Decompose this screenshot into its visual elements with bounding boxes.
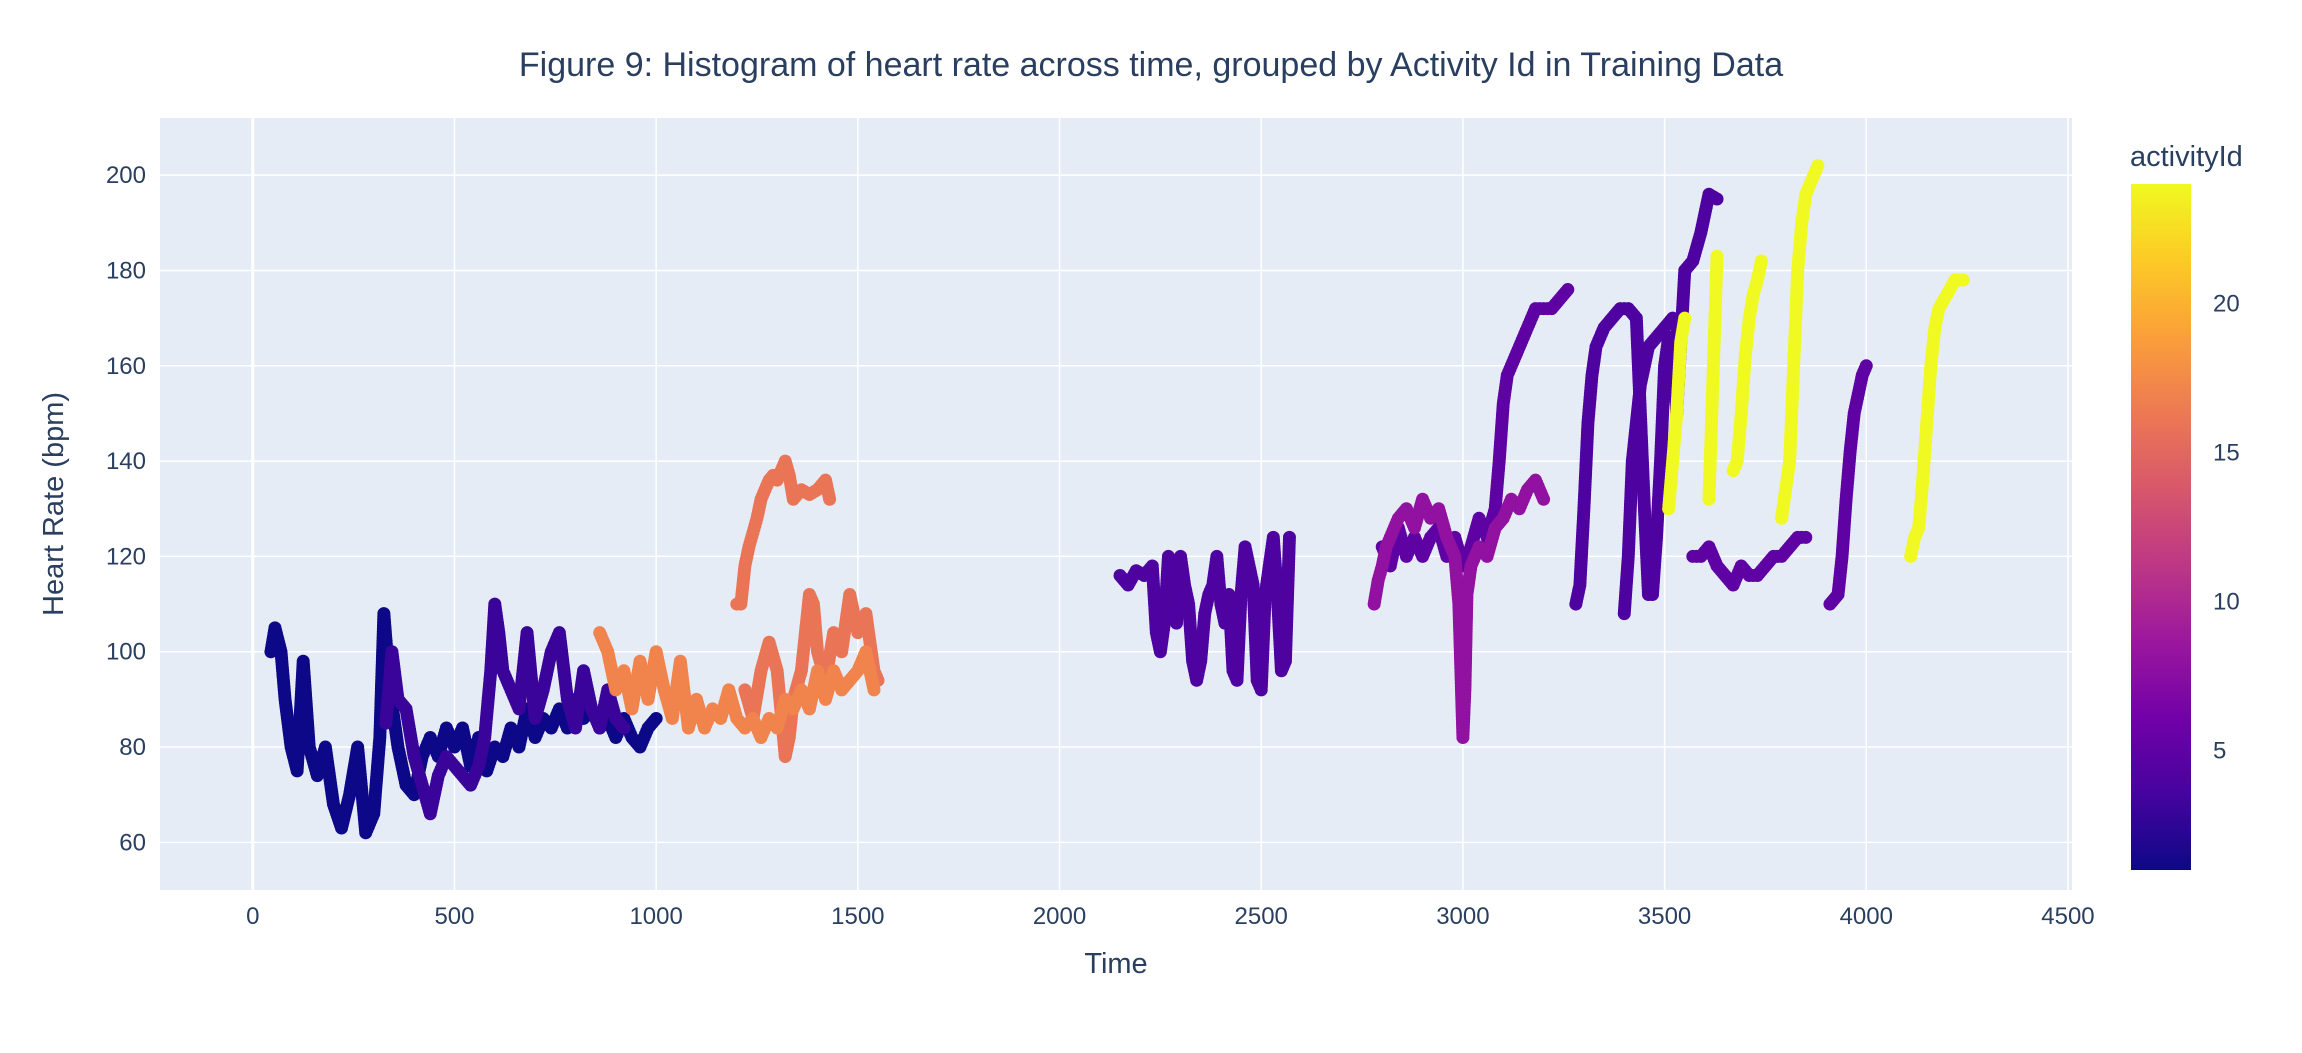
- data-point: [1710, 249, 1724, 263]
- x-tick-label: 1500: [831, 903, 884, 930]
- series-activity-16: [730, 454, 837, 611]
- series-activity-4: [1617, 311, 1688, 621]
- colorbar-tick-label: 20: [2213, 290, 2240, 317]
- x-tick-label: 0: [246, 903, 259, 930]
- data-point: [1282, 530, 1296, 544]
- colorbar-tick-label: 10: [2213, 589, 2240, 616]
- colorbar-tick-label: 15: [2213, 439, 2240, 466]
- series-activity-24: [1702, 249, 1724, 506]
- gridlines: [160, 118, 2072, 890]
- chart-title: Figure 9: Histogram of heart rate across…: [519, 46, 1783, 84]
- colorbar-tick-label: 5: [2213, 738, 2226, 765]
- colorbar-gradient: [2131, 184, 2191, 870]
- y-axis-ticks: 60 80 100 120 140 160 180 200: [106, 162, 146, 856]
- data-point: [1799, 530, 1813, 544]
- data-point: [617, 721, 631, 735]
- series-activity-24: [1726, 254, 1768, 478]
- x-axis-ticks: 0 500 1000 1500 2000 2500 3000 3500 4000 4500: [246, 903, 2095, 930]
- data-point: [1710, 192, 1724, 206]
- y-tick-label: 180: [106, 257, 146, 284]
- data-point: [823, 492, 837, 506]
- series-activity-24: [1775, 159, 1825, 525]
- x-tick-label: 4000: [1840, 903, 1893, 930]
- data-point: [1859, 359, 1873, 373]
- series-activity-5: [1823, 359, 1873, 611]
- x-tick-label: 3500: [1638, 903, 1691, 930]
- series-activity-17: [593, 626, 881, 745]
- data-point: [1956, 273, 1970, 287]
- series-activity-1: [264, 607, 663, 840]
- x-axis-title: Time: [1084, 948, 1147, 980]
- y-tick-label: 160: [106, 353, 146, 380]
- series-activity-24: [1904, 273, 1970, 563]
- series-activity-8: [1367, 473, 1551, 745]
- y-axis-title: Heart Rate (bpm): [38, 392, 70, 616]
- data-point: [1678, 311, 1692, 325]
- x-tick-label: 3000: [1436, 903, 1489, 930]
- colorbar-title: activityId: [2130, 141, 2243, 173]
- series-activity-24: [1662, 311, 1692, 516]
- data-point: [1537, 492, 1551, 506]
- series-activity-4: [1113, 530, 1296, 697]
- data-point: [1561, 283, 1575, 297]
- colorbar-ticks: 5 10 15 20: [2213, 290, 2240, 764]
- series-activity-5: [1686, 530, 1813, 592]
- data-point: [1754, 254, 1768, 268]
- data-point: [867, 683, 881, 697]
- y-tick-label: 200: [106, 162, 146, 189]
- x-tick-label: 2500: [1235, 903, 1288, 930]
- data-point: [1811, 159, 1825, 173]
- data-points: [264, 159, 1970, 840]
- x-tick-label: 1000: [629, 903, 682, 930]
- data-point: [649, 711, 663, 725]
- x-tick-label: 500: [434, 903, 474, 930]
- x-tick-label: 2000: [1033, 903, 1086, 930]
- series-activity-3: [379, 597, 631, 821]
- y-tick-label: 100: [106, 639, 146, 666]
- series-activity-16: [738, 588, 885, 764]
- y-tick-label: 120: [106, 543, 146, 570]
- y-tick-label: 80: [119, 734, 146, 761]
- y-tick-label: 60: [119, 829, 146, 856]
- y-tick-label: 140: [106, 448, 146, 475]
- x-tick-label: 4500: [2041, 903, 2094, 930]
